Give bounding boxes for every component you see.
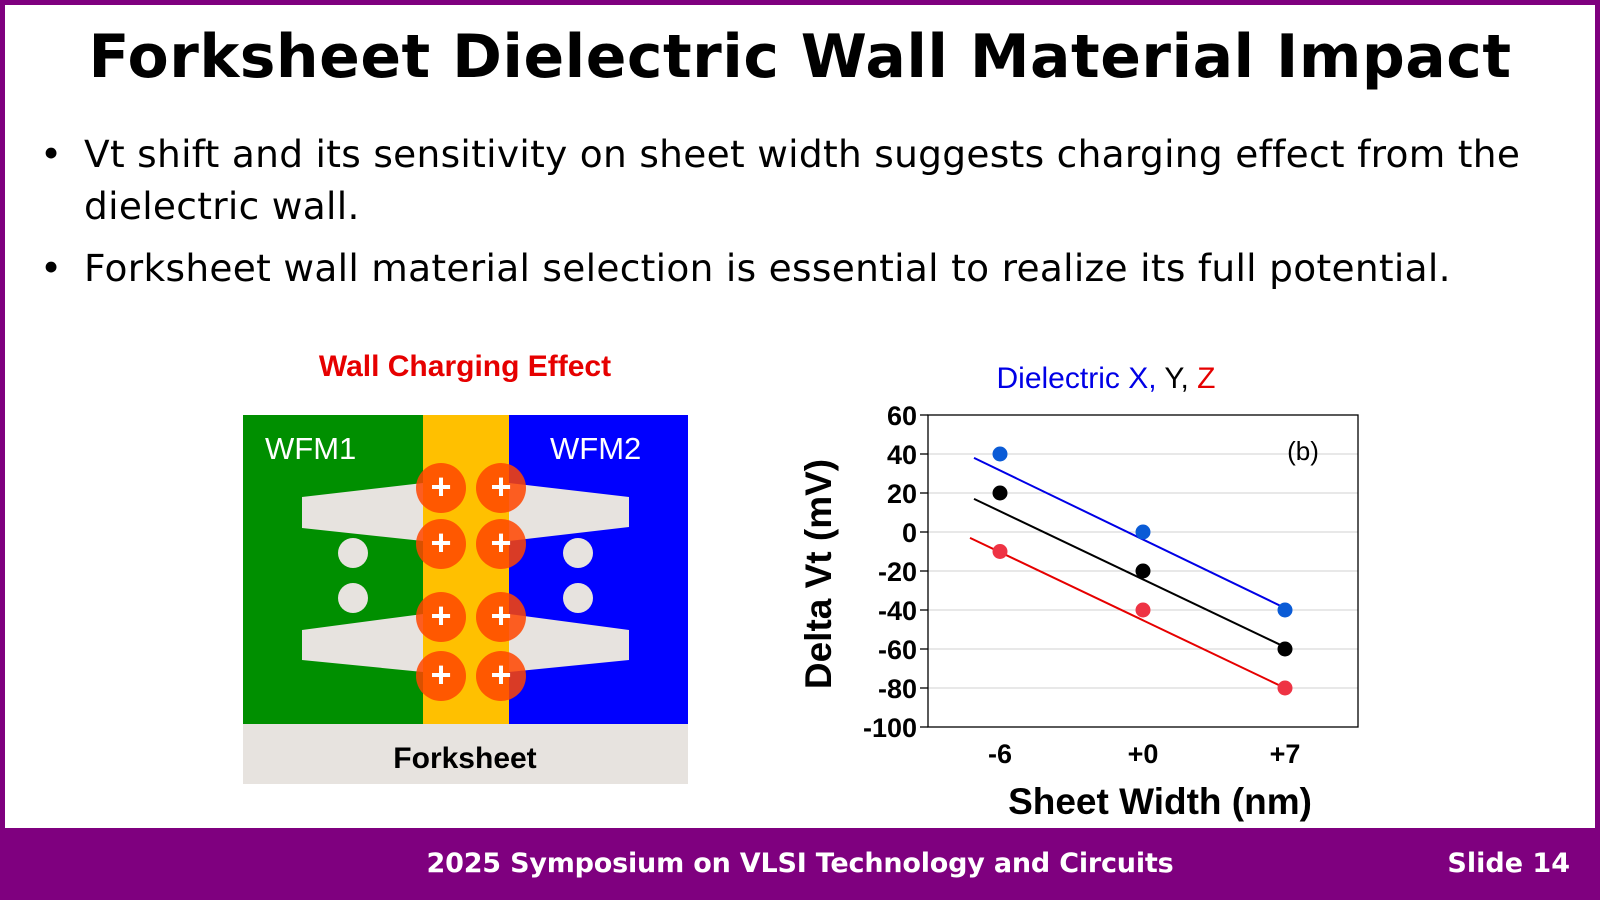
data-point [1135,602,1151,618]
plus-sign-icon: + [430,522,451,563]
sheet-lower-right [509,614,629,672]
data-point [1135,524,1151,540]
data-point [992,485,1008,501]
plus-sign-icon: + [430,654,451,695]
wall-charges: + + + + + + + + [416,463,526,701]
plus-sign-icon: + [490,522,511,563]
nanowire-dot [563,538,593,568]
data-points [992,446,1293,696]
fit-line [969,536,1286,689]
data-point [992,446,1008,462]
wfm1-region [243,415,423,724]
data-point [1277,680,1293,696]
plus-sign-icon: + [430,595,451,636]
y-tick-label: 0 [902,518,917,548]
positive-charge [476,592,526,642]
plus-sign-icon: + [490,654,511,695]
positive-charge [416,519,466,569]
data-point [1277,602,1293,618]
wfm2-region [509,415,688,724]
x-tick-label: +0 [1128,739,1159,769]
data-point [1277,641,1293,657]
chart-legend-title: Dielectric X, Y, Z [997,362,1216,395]
slide-title: Forksheet Dielectric Wall Material Impac… [88,22,1512,92]
x-axis-ticks: -6 +0 +7 [988,739,1300,769]
bullet-item: • Forksheet wall material selection is e… [40,242,1560,294]
sheet-upper-left [302,483,423,541]
y-tick-label: -60 [878,635,917,665]
bullet-marker: • [40,246,63,290]
diagram-title: Wall Charging Effect [318,350,612,383]
legend-x: Dielectric X, [997,362,1157,395]
data-point [1135,563,1151,579]
positive-charge [416,463,466,513]
positive-charge [416,651,466,701]
nanowire-dot [338,583,368,613]
y-tick-label: -40 [878,596,917,626]
sheet-upper-right [509,483,629,541]
y-tick-label: -100 [863,713,917,743]
x-tick-label: -6 [988,739,1012,769]
positive-charge [476,651,526,701]
data-point [992,544,1008,559]
fit-line [973,497,1286,648]
y-tick-label: -80 [878,674,917,704]
y-axis-label: Delta Vt (mV) [798,459,839,689]
slide-number: Slide 14 [1447,848,1570,879]
bullet-text: Forksheet wall material selection is ess… [84,246,1451,290]
x-axis-label: Sheet Width (nm) [1008,781,1312,822]
plus-sign-icon: + [490,466,511,507]
sheet-lower-left [302,614,423,672]
fit-line [973,456,1286,609]
forksheet-label: Forksheet [393,742,536,775]
bullet-list: • Vt shift and its sensitivity on sheet … [40,128,1560,304]
y-axis-ticks: 60 40 20 0 -20 -40 -60 -80 -100 [863,401,928,743]
wfm2-label: WFM2 [550,431,641,466]
legend-y: Y, [1157,362,1189,395]
wfm1-label: WFM1 [265,431,356,466]
positive-charge [476,519,526,569]
y-tick-label: 20 [887,479,917,509]
nanowire-dot [563,583,593,613]
fit-lines [969,456,1286,689]
panel-annotation: (b) [1287,436,1319,466]
bullet-marker: • [40,132,63,176]
forksheet-base [243,724,688,784]
y-tick-label: 60 [887,401,917,431]
positive-charge [416,592,466,642]
bullet-text: Vt shift and its sensitivity on sheet wi… [84,132,1521,228]
bullet-item: • Vt shift and its sensitivity on sheet … [40,128,1560,232]
nanowire-dot [338,538,368,568]
y-tick-label: 40 [887,440,917,470]
plus-sign-icon: + [430,466,451,507]
plus-sign-icon: + [490,595,511,636]
positive-charge [476,463,526,513]
legend-z: Z [1189,362,1216,395]
footer-conference: 2025 Symposium on VLSI Technology and Ci… [426,848,1174,879]
y-tick-label: -20 [878,557,917,587]
x-tick-label: +7 [1270,739,1301,769]
